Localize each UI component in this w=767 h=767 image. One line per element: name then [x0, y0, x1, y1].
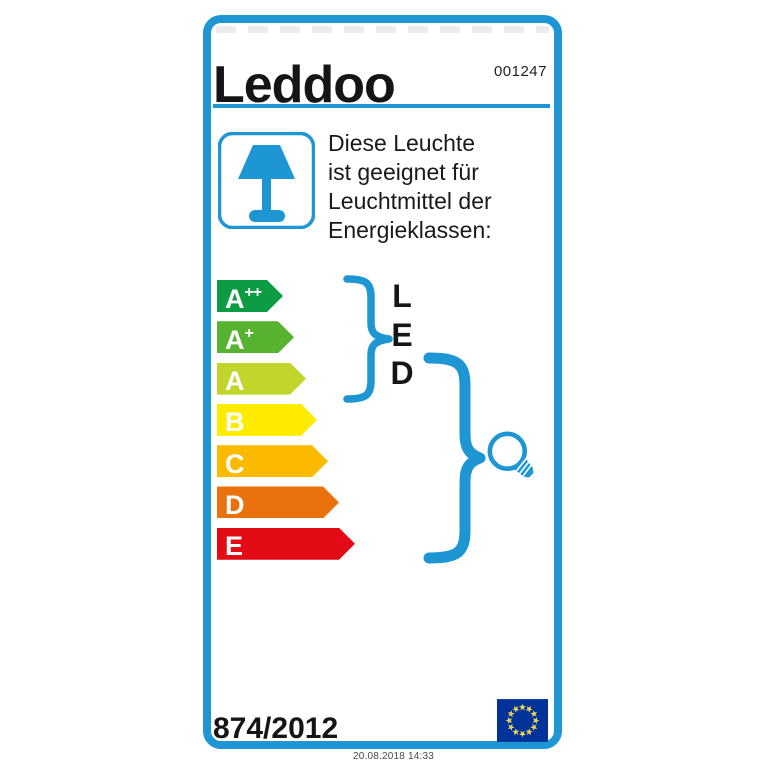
table-lamp-icon — [217, 131, 316, 230]
suitability-line: Leuchtmittel der — [328, 188, 492, 214]
energy-class-label: D — [225, 489, 245, 520]
arrow-a-plus: A+ — [217, 321, 294, 353]
bulb-bracket-icon — [422, 352, 486, 569]
energy-class-label: A+ — [225, 324, 253, 355]
energy-class-scale: A++ A+ A B C D E — [217, 280, 355, 560]
led-letter: L — [392, 278, 412, 314]
arrow-b: B — [217, 404, 317, 436]
brand-underline — [213, 104, 550, 108]
eu-flag-icon — [497, 699, 548, 747]
regulation-number: 874/2012 — [213, 712, 339, 745]
led-letter: E — [391, 316, 413, 353]
arrow-a-plus-plus: A++ — [217, 280, 283, 312]
suitability-text: Diese Leuchte ist geeignet für Leuchtmit… — [328, 129, 513, 245]
suitability-line: Energieklassen: — [328, 217, 492, 243]
led-bracket-icon — [340, 275, 396, 408]
perforation-dashes — [216, 26, 549, 33]
energy-class-label: C — [225, 448, 245, 479]
brand-name: Leddoo — [213, 56, 396, 114]
led-letter: D — [390, 355, 414, 391]
light-bulb-icon — [477, 421, 555, 504]
energy-class-label: A — [225, 366, 245, 397]
serial-number: 001247 — [493, 63, 547, 80]
energy-class-label: B — [225, 407, 245, 438]
arrow-d: D — [217, 486, 339, 518]
led-label: L E D — [387, 277, 417, 393]
energy-label: 001247 Leddoo Diese Leuchte ist geeignet… — [203, 15, 562, 749]
suitability-line: ist geeignet für — [328, 159, 479, 185]
render-timestamp: 20.08.2018 14:33 — [353, 751, 435, 762]
arrow-a: A — [217, 363, 306, 395]
suitability-line: Diese Leuchte — [328, 130, 476, 156]
arrow-c: C — [217, 445, 328, 477]
energy-class-label: E — [225, 531, 244, 562]
energy-class-label: A++ — [225, 283, 262, 314]
arrow-e: E — [217, 528, 355, 560]
